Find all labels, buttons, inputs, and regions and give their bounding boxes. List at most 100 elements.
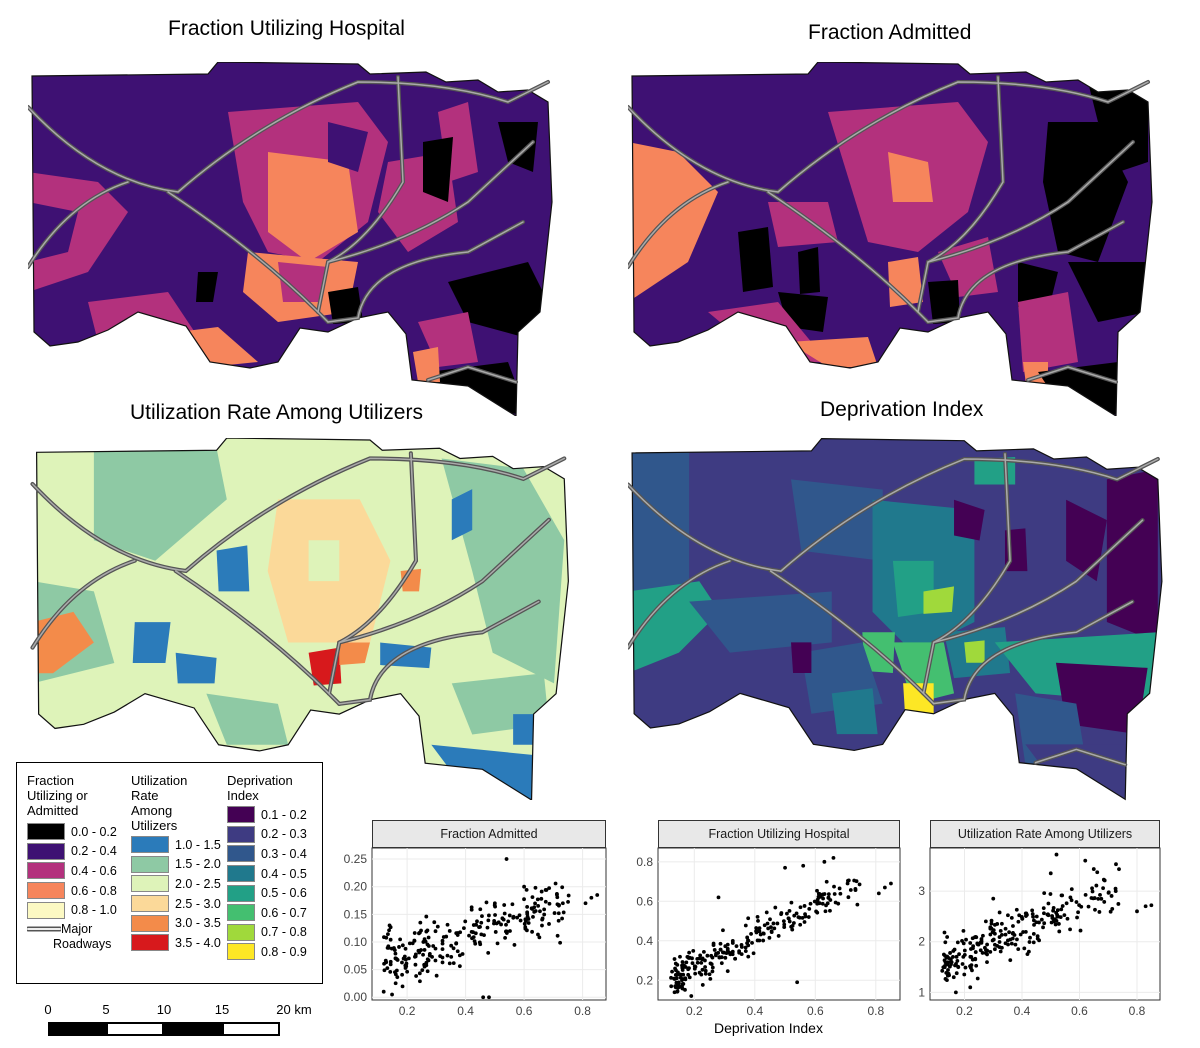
data-point (556, 911, 561, 916)
y-tick-label: 0.2 (636, 973, 653, 987)
data-point (522, 897, 526, 902)
data-point (848, 888, 853, 892)
data-point (485, 925, 490, 930)
data-point (433, 946, 438, 951)
legend-item-label: 3.0 - 3.5 (175, 916, 221, 931)
map-legend: Fraction Utilizing or Admitted 0.0 - 0.2… (16, 762, 323, 984)
data-point (944, 955, 949, 960)
title-utilization-rate: Utilization Rate Among Utilizers (130, 401, 423, 424)
data-point (807, 906, 812, 911)
legend-swatch (227, 943, 255, 961)
data-point (826, 896, 831, 900)
scale-bar-segment (164, 1022, 222, 1036)
data-point (1055, 912, 1059, 917)
data-point (812, 899, 817, 904)
data-point (969, 947, 973, 951)
data-point (703, 968, 708, 973)
data-point (1031, 918, 1036, 923)
data-point (954, 971, 959, 976)
data-point (678, 975, 683, 980)
legend-item-label: 0.0 - 0.2 (71, 824, 117, 839)
legend-item-label: 0.8 - 1.0 (71, 903, 117, 918)
data-point (857, 882, 862, 887)
legend-deprivation-column: Deprivation Index 0.1 - 0.2 0.2 - 0.3 0.… (227, 773, 319, 962)
data-point (975, 942, 980, 947)
scale-bar-tick: 0 (44, 1002, 52, 1017)
data-point (566, 899, 570, 904)
data-point (703, 965, 707, 969)
legend-item: 0.8 - 1.0 (27, 900, 127, 920)
legend-item-label: 2.0 - 2.5 (175, 876, 221, 891)
data-point (1009, 915, 1014, 920)
legend-fraction-title-line: Fraction (27, 773, 74, 788)
scale-bar-tick: 5 (102, 1002, 110, 1017)
data-point (583, 901, 588, 906)
map-deprivation-index (628, 438, 1163, 801)
data-point (1016, 947, 1021, 952)
y-tick-label: 0.6 (636, 894, 653, 908)
data-point (1108, 909, 1113, 914)
data-point (754, 926, 759, 930)
data-point (828, 908, 832, 913)
data-point (555, 933, 560, 938)
data-point (1114, 862, 1118, 867)
data-point (395, 975, 400, 980)
data-point (1068, 895, 1073, 900)
y-tick-label: 0.05 (344, 963, 368, 977)
scatter-panel-fraction-admitted: Fraction Admitted 0.2 0.4 0.6 0.8 0.00 0.05 0.… (344, 820, 607, 1018)
data-point (511, 914, 516, 919)
data-point (988, 949, 993, 954)
data-point (504, 931, 509, 935)
legend-utilization-title-line: Utilization (131, 773, 188, 788)
data-point (427, 951, 432, 956)
data-point (707, 972, 712, 977)
data-point (751, 951, 756, 956)
data-point (1006, 942, 1010, 947)
data-point (882, 885, 887, 890)
data-point (681, 972, 686, 977)
data-point (1102, 878, 1107, 883)
data-point (425, 957, 430, 962)
data-point (1094, 883, 1099, 888)
data-point (502, 911, 507, 916)
data-point (1117, 867, 1121, 872)
y-tick-label: 0.25 (344, 852, 368, 866)
data-point (397, 945, 401, 949)
data-point (953, 990, 958, 995)
data-point (968, 941, 973, 945)
data-point (536, 932, 540, 937)
data-point (838, 891, 843, 896)
data-point (469, 907, 474, 912)
data-point (386, 932, 390, 937)
data-point (424, 960, 429, 965)
data-point (1049, 920, 1054, 925)
legend-swatch (27, 842, 65, 860)
legend-swatch (131, 875, 169, 893)
data-point (467, 933, 471, 938)
data-point (1008, 958, 1013, 963)
legend-roadways-line: Major (61, 921, 93, 936)
data-point (837, 886, 842, 891)
data-point (506, 919, 511, 924)
data-point (501, 917, 506, 922)
data-point (1016, 919, 1021, 924)
data-point (989, 918, 994, 923)
data-point (855, 902, 860, 907)
data-point (797, 915, 802, 920)
data-point (999, 921, 1004, 926)
data-point (388, 937, 393, 942)
data-point (440, 960, 445, 965)
data-point (517, 913, 522, 918)
data-point (1005, 938, 1010, 943)
data-point (947, 973, 951, 978)
data-point (1030, 908, 1035, 913)
data-point (389, 946, 394, 951)
data-point (964, 937, 968, 942)
data-point (398, 937, 403, 942)
data-point (1046, 901, 1051, 906)
data-point (438, 954, 443, 959)
data-point (698, 953, 703, 958)
data-point (1096, 896, 1101, 901)
data-point (480, 914, 484, 918)
data-point (425, 928, 430, 933)
